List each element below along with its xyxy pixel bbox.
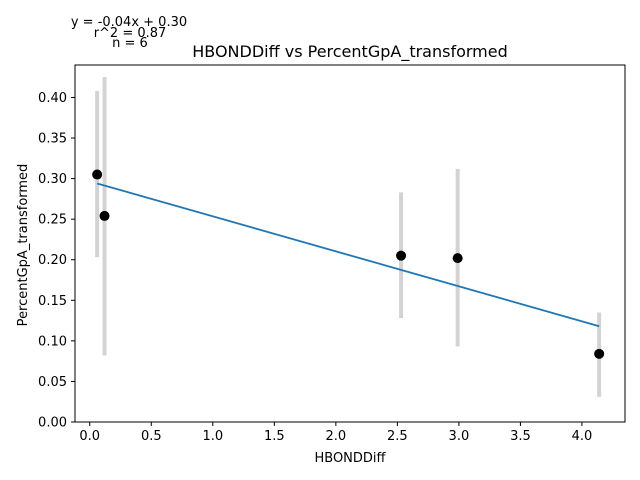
- chart-title: HBONDDiff vs PercentGpA_transformed: [192, 42, 508, 62]
- r-squared: r^2 = 0.87: [94, 26, 167, 41]
- x-tick-label: 0.5: [141, 429, 162, 444]
- data-point-5: [594, 348, 605, 359]
- y-axis-label: PercentGpA_transformed: [16, 164, 31, 327]
- y-tick-label: 0.30: [38, 172, 67, 187]
- y-tick-label: 0.15: [38, 294, 67, 309]
- fit-equation: y = -0.04x + 0.30: [71, 15, 187, 30]
- x-tick-label: 3.0: [449, 429, 470, 444]
- plot-frame: [74, 64, 626, 423]
- y-tick-label: 0.10: [38, 334, 67, 349]
- y-tick-label: 0.05: [38, 375, 67, 390]
- y-tick-label: 0.25: [38, 213, 67, 228]
- x-tick-label: 0.0: [79, 429, 100, 444]
- y-tick-label: 0.40: [38, 91, 67, 106]
- y-tick-label: 0.20: [38, 253, 67, 268]
- y-tick-label: 0.35: [38, 132, 67, 147]
- sample-size: n = 6: [112, 36, 148, 51]
- y-tick-label: 0.00: [38, 416, 67, 431]
- data-point-4: [452, 253, 463, 264]
- x-tick-label: 1.5: [264, 429, 285, 444]
- x-tick-label: 4.0: [572, 429, 593, 444]
- x-tick-label: 2.0: [326, 429, 347, 444]
- data-point-1: [92, 169, 103, 180]
- x-tick-label: 2.5: [387, 429, 408, 444]
- regression-line: [96, 182, 600, 328]
- x-axis-label: HBONDDiff: [314, 451, 386, 466]
- data-point-2: [99, 210, 110, 221]
- x-tick-label: 3.5: [510, 429, 531, 444]
- x-tick-label: 1.0: [202, 429, 223, 444]
- data-point-3: [396, 250, 407, 261]
